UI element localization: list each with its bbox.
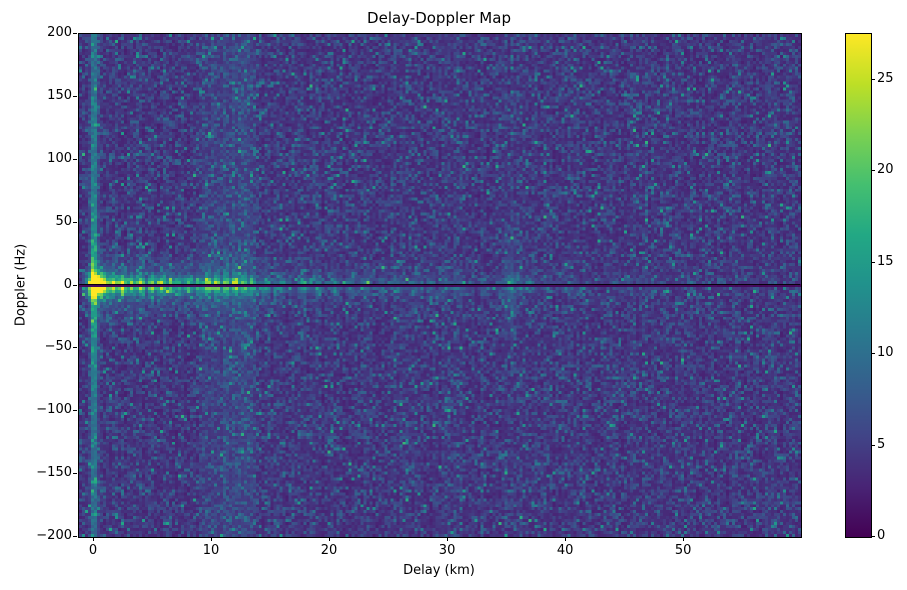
colorbar-tick-mark [871, 261, 875, 263]
x-tick-label: 30 [438, 543, 456, 558]
y-tick-mark [73, 536, 77, 537]
delay-doppler-heatmap [79, 34, 801, 537]
y-tick-mark [73, 33, 77, 34]
colorbar-tick-label: 25 [877, 70, 894, 86]
x-tick-mark [565, 537, 567, 541]
colorbar-tick-label: 15 [877, 253, 894, 269]
x-tick-label: 40 [556, 543, 574, 558]
colorbar [845, 33, 872, 538]
colorbar-tick-mark [871, 78, 875, 80]
x-tick-label: 50 [674, 543, 692, 558]
y-tick-mark [73, 473, 77, 475]
y-tick-mark [73, 410, 77, 412]
zero-doppler-line [78, 284, 800, 285]
chart-title: Delay-Doppler Map [367, 9, 511, 27]
colorbar-tick-label: 20 [877, 162, 894, 178]
colorbar-tick-mark [871, 353, 875, 355]
y-tick-label: 200 [47, 25, 72, 40]
x-axis-label: Delay (km) [403, 563, 475, 578]
y-tick-label: −200 [36, 528, 72, 543]
x-tick-mark [329, 537, 331, 541]
x-tick-mark [92, 537, 94, 541]
y-tick-label: 100 [47, 150, 72, 166]
colorbar-tick-label: 5 [877, 436, 886, 452]
y-tick-mark [73, 347, 77, 349]
colorbar-tick-mark [871, 536, 875, 537]
x-tick-label: 20 [320, 543, 338, 558]
x-tick-label: 0 [88, 543, 98, 558]
y-tick-label: 150 [47, 87, 72, 103]
colorbar-tick-mark [871, 170, 875, 172]
y-tick-mark [73, 95, 77, 97]
colorbar-tick-label: 10 [877, 345, 894, 361]
y-tick-label: −100 [36, 402, 72, 418]
x-tick-label: 10 [202, 543, 220, 558]
plot-area [78, 33, 802, 538]
x-tick-mark [683, 537, 685, 541]
x-tick-mark [447, 537, 449, 541]
y-tick-label: −150 [36, 465, 72, 481]
y-tick-label: −50 [44, 339, 72, 355]
y-tick-mark [73, 284, 77, 286]
colorbar-tick-mark [871, 444, 875, 446]
colorbar-tick-label: 0 [877, 528, 886, 543]
y-tick-mark [73, 158, 77, 160]
y-tick-mark [73, 221, 77, 223]
x-tick-mark [211, 537, 213, 541]
y-tick-label: 0 [63, 276, 72, 292]
y-tick-label: 50 [55, 213, 72, 229]
